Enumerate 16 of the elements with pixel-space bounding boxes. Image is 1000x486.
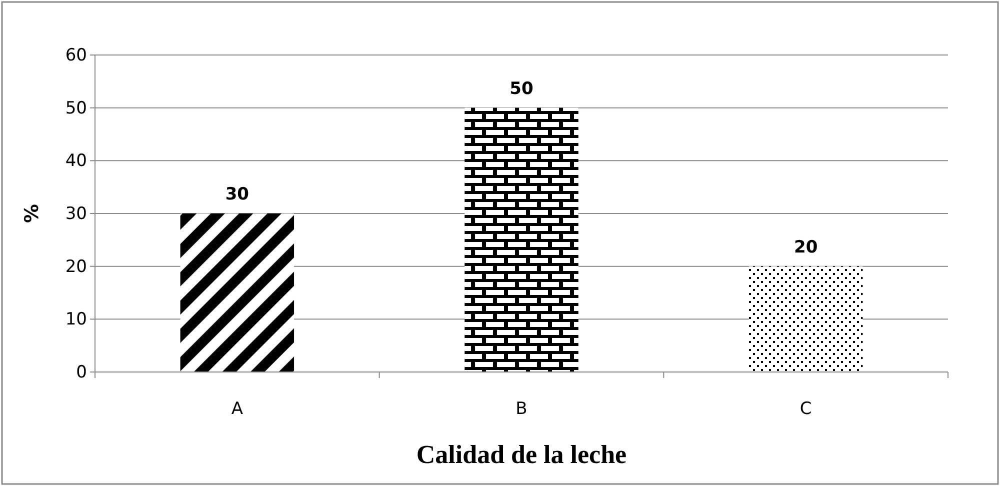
y-tick-label: 50 xyxy=(65,98,87,118)
y-axis-title: % xyxy=(21,204,43,224)
data-label: 20 xyxy=(794,237,818,258)
y-tick-label: 30 xyxy=(65,204,87,224)
y-tick-label: 20 xyxy=(65,256,87,277)
y-tick-label: 0 xyxy=(76,362,87,382)
y-tick-label: 40 xyxy=(65,151,87,172)
y-tick-label: 60 xyxy=(65,45,87,66)
x-tick-label: C xyxy=(800,399,812,419)
data-label: 30 xyxy=(225,184,250,204)
y-tick-label: 10 xyxy=(65,310,87,330)
data-label: 50 xyxy=(510,78,534,99)
x-axis-title: Calidad de la leche xyxy=(416,440,627,469)
x-tick-label: A xyxy=(231,399,244,419)
bar xyxy=(180,214,294,372)
x-tick-label: B xyxy=(516,399,528,419)
